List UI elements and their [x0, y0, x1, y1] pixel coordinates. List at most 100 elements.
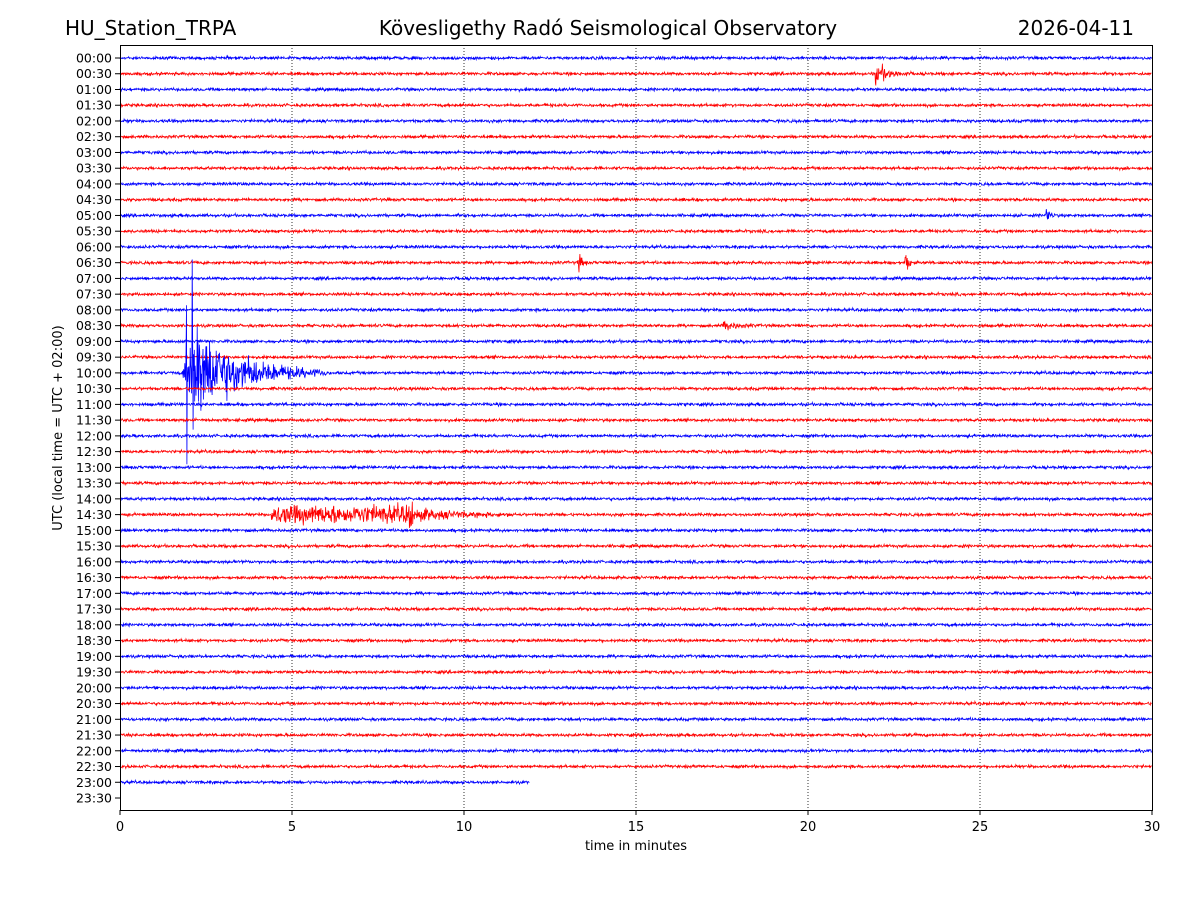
trace-1000 [120, 259, 1152, 465]
y-tick-label: 09:00 [76, 334, 112, 349]
y-tick-label: 17:00 [76, 586, 112, 601]
trace-1800 [119, 621, 1152, 629]
x-axis-label: time in minutes [585, 839, 687, 854]
y-tick-label: 07:00 [76, 271, 112, 286]
y-tick-label: 07:30 [76, 287, 112, 302]
y-tick-label: 05:00 [76, 208, 112, 223]
y-tick-label: 12:30 [76, 444, 112, 459]
y-tick-label: 02:00 [76, 113, 112, 128]
trace-0800 [119, 306, 1152, 314]
trace-0200 [119, 117, 1152, 125]
y-tick-label: 14:30 [76, 507, 112, 522]
y-tick-label: 03:30 [76, 161, 112, 176]
trace-0430 [119, 196, 1152, 204]
trace-0530 [119, 227, 1152, 235]
trace-1100 [120, 400, 1152, 408]
traces [119, 54, 1152, 786]
trace-2300 [119, 778, 530, 786]
plot-frame [120, 45, 1153, 811]
x-tick-label: 10 [456, 820, 473, 835]
y-tick-label: 13:00 [76, 460, 112, 475]
y-tick-label: 20:30 [76, 696, 112, 711]
trace-2200 [119, 747, 1152, 755]
y-tick-label: 19:30 [76, 665, 112, 680]
y-tick-label: 15:30 [76, 539, 112, 554]
trace-0400 [119, 180, 1152, 188]
y-tick-label: 22:30 [76, 759, 112, 774]
y-tick-label: 23:00 [76, 775, 112, 790]
y-tick-label: 21:00 [76, 712, 112, 727]
trace-1530 [119, 542, 1152, 550]
y-tick-label: 02:30 [76, 129, 112, 144]
grid-lines [291, 45, 981, 810]
trace-0500 [119, 209, 1152, 220]
trace-1730 [119, 605, 1152, 613]
y-tick-label: 10:00 [76, 365, 112, 380]
y-tick-label: 08:00 [76, 302, 112, 317]
y-tick-label: 03:00 [76, 145, 112, 160]
trace-0300 [119, 149, 1152, 156]
trace-1830 [120, 637, 1152, 644]
trace-2000 [119, 684, 1152, 692]
y-tick-label: 18:00 [76, 617, 112, 632]
trace-1330 [119, 479, 1152, 487]
trace-1600 [119, 558, 1152, 565]
y-tick-label: 18:30 [76, 633, 112, 648]
x-tick-label: 0 [116, 820, 124, 835]
x-tick-label: 30 [1144, 820, 1161, 835]
trace-0930 [119, 353, 1152, 361]
y-tick-label: 01:30 [76, 98, 112, 113]
y-tick-label: 11:30 [76, 413, 112, 428]
station-label: HU_Station_TRPA [65, 16, 237, 40]
trace-0130 [119, 101, 1152, 109]
trace-0630 [119, 253, 1152, 273]
y-tick-label: 20:00 [76, 680, 112, 695]
y-tick-label: 16:00 [76, 554, 112, 569]
trace-1700 [119, 590, 1152, 597]
trace-0030 [119, 63, 1152, 86]
x-tick-label: 5 [288, 820, 296, 835]
y-tick-label: 23:30 [76, 791, 112, 806]
trace-2230 [119, 763, 1152, 771]
y-tick-label: 19:00 [76, 649, 112, 664]
y-tick-label: 06:00 [76, 239, 112, 254]
trace-2030 [119, 699, 1152, 708]
date-label: 2026-04-11 [1018, 16, 1134, 40]
trace-0000 [119, 54, 1152, 62]
y-tick-label: 12:00 [76, 428, 112, 443]
y-tick-label: 01:00 [76, 82, 112, 97]
trace-0830 [119, 320, 1152, 331]
y-tick-label: 10:30 [76, 381, 112, 396]
y-tick-label: 04:30 [76, 192, 112, 207]
x-tick-label: 20 [800, 820, 817, 835]
y-tick-label: 00:00 [76, 51, 112, 66]
y-ticks: 00:0000:3001:0001:3002:0002:3003:0003:30… [76, 51, 120, 806]
trace-0600 [120, 243, 1152, 251]
y-tick-label: 11:00 [76, 397, 112, 412]
x-ticks: 0 5 10 15 20 25 30 [116, 810, 1160, 835]
trace-1900 [119, 653, 1152, 660]
trace-2100 [119, 716, 1152, 723]
y-tick-label: 09:30 [76, 350, 112, 365]
y-tick-label: 04:00 [76, 176, 112, 191]
trace-1030 [119, 385, 1152, 392]
y-tick-label: 15:00 [76, 523, 112, 538]
y-tick-label: 22:00 [76, 743, 112, 758]
y-tick-label: 16:30 [76, 570, 112, 585]
trace-1130 [119, 416, 1152, 424]
trace-1930 [119, 668, 1152, 676]
trace-2130 [119, 731, 1152, 739]
trace-0730 [119, 290, 1152, 298]
trace-1500 [119, 527, 1152, 534]
y-tick-label: 21:30 [76, 728, 112, 743]
trace-1430 [119, 501, 1152, 529]
trace-1200 [119, 432, 1152, 440]
chart-title: Kövesligethy Radó Seismological Observat… [379, 16, 837, 40]
y-tick-label: 05:30 [76, 224, 112, 239]
y-tick-label: 13:30 [76, 476, 112, 491]
y-tick-label: 17:30 [76, 602, 112, 617]
trace-1300 [119, 463, 1152, 471]
trace-0230 [119, 133, 1152, 141]
y-tick-label: 06:30 [76, 255, 112, 270]
